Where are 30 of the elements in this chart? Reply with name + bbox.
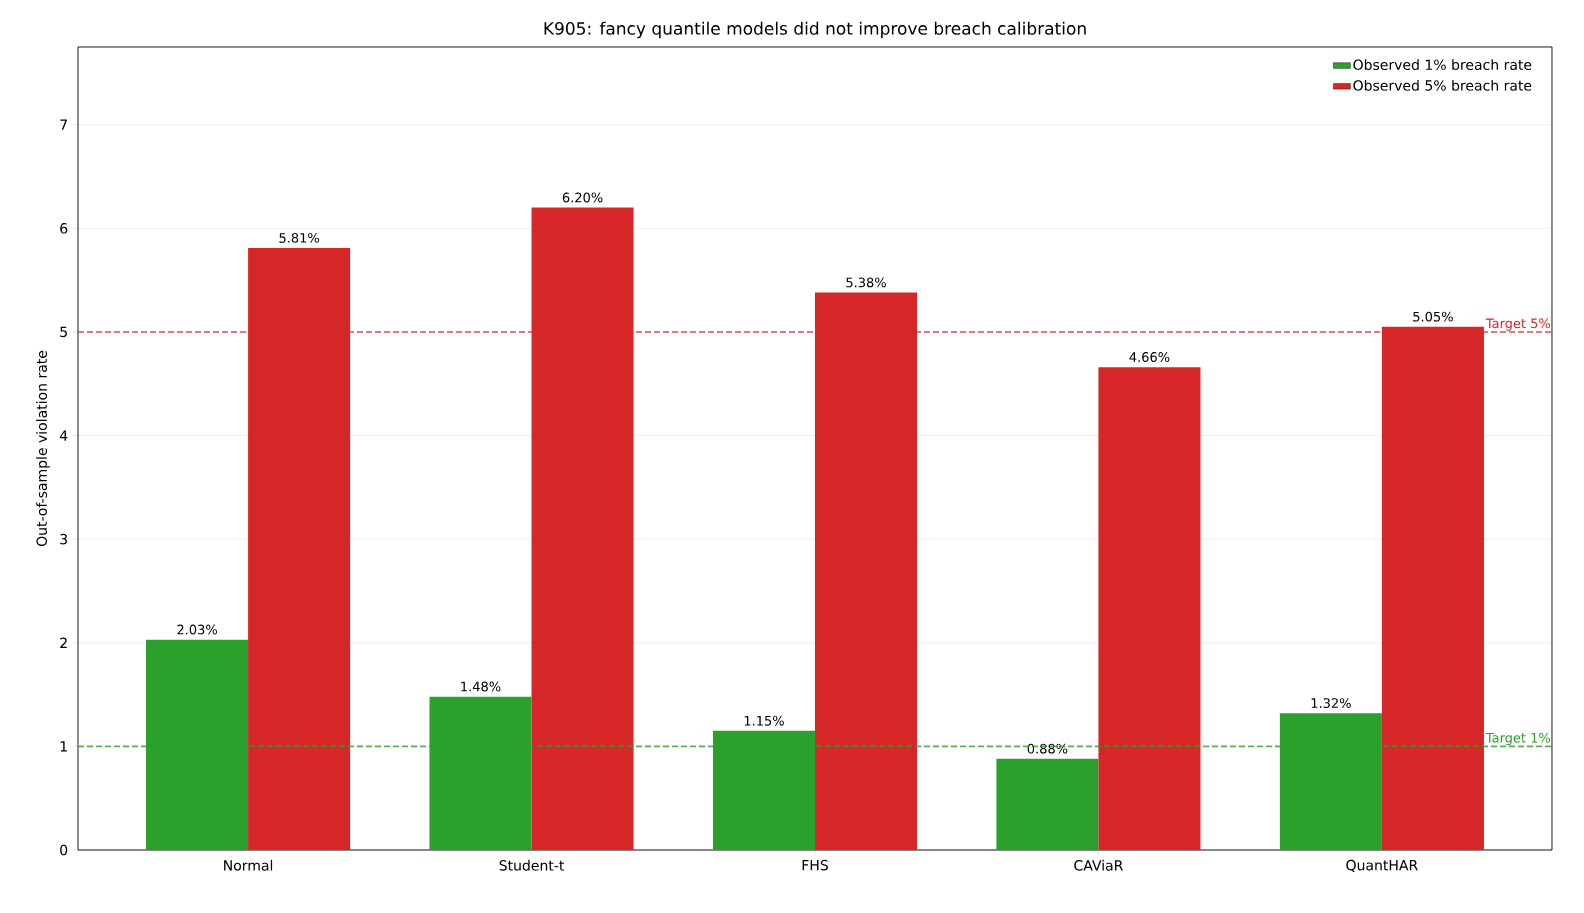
bar: [996, 758, 1099, 850]
y-tick-label: 0: [60, 844, 68, 856]
x-tick-label: Normal: [224, 859, 273, 871]
ref-line-label: Target 5%: [1485, 318, 1551, 331]
data-label: 4.66%: [1129, 352, 1170, 362]
legend-label: Observed 1% breach rate: [1353, 59, 1532, 71]
y-axis-title: Out-of-sample violation rate: [36, 350, 50, 547]
x-tick-label: FHS: [802, 859, 828, 871]
y-tick-label: 5: [60, 326, 67, 338]
y-tick-label: 3: [60, 533, 68, 545]
x-tick-label: QuantHAR: [1346, 859, 1418, 873]
legend-label: Observed 5% breach rate: [1353, 79, 1532, 91]
y-tick-label: 2: [60, 637, 67, 648]
bar: [1098, 367, 1201, 850]
ref-line-label: Target 1%: [1485, 732, 1551, 746]
data-label: 6.20%: [562, 192, 603, 203]
y-tick-label: 6: [60, 223, 68, 234]
y-tick-label: 7: [60, 119, 67, 130]
data-label: 5.38%: [846, 277, 886, 288]
y-tick-label: 4: [59, 430, 68, 441]
data-label: 2.03%: [177, 624, 217, 635]
data-label: 1.15%: [744, 715, 784, 726]
data-label: 1.32%: [1311, 698, 1351, 709]
y-tick-label: 1: [60, 741, 67, 752]
x-tick-label: Student-t: [499, 859, 565, 871]
x-tick-label: CAViaR: [1074, 859, 1124, 871]
data-label: 5.81%: [279, 232, 320, 243]
data-label: 5.05%: [1413, 311, 1453, 322]
data-label: 1.48%: [461, 681, 501, 692]
chart-title: K905: fancy quantile models did not improve breach calibration: [544, 21, 1086, 39]
